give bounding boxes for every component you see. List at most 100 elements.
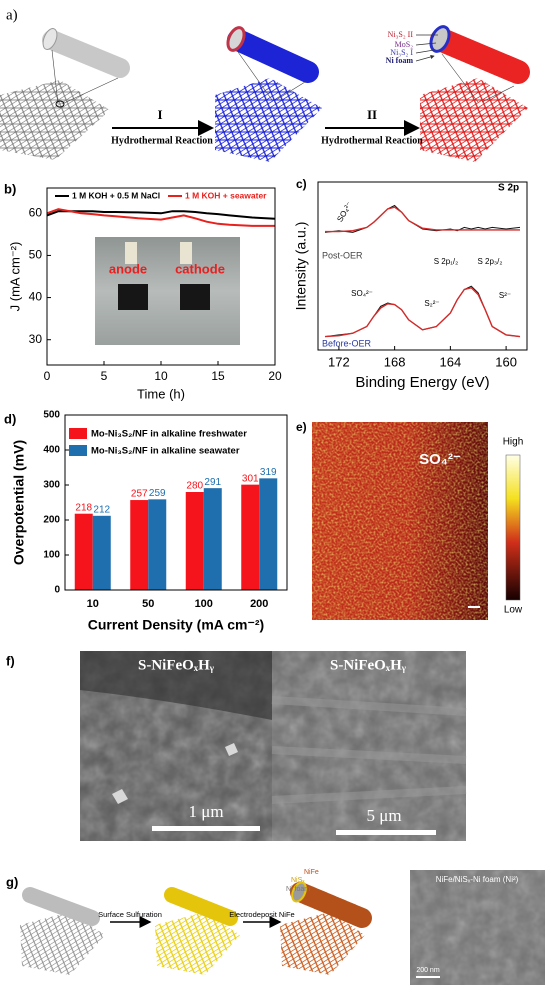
foam-mesh [20,912,105,975]
x-tick-label: 160 [495,354,517,369]
peak-label: S²⁻ [499,291,511,300]
zoom-line [441,53,515,103]
layer-label: Ni₃S₂ I [390,48,413,57]
rod [22,887,100,926]
peak-label: S₂²⁻ [424,299,439,308]
x-tick-label: 15 [211,369,225,383]
scale-label: 200 nm [416,967,440,974]
legend-swatch [69,428,87,439]
x-tick-label: 10 [87,598,99,610]
step-text: Electrodeposit NiFe [229,910,294,919]
layer-label: MoS₂ [395,40,414,49]
step-text: Hydrothermal Reaction [111,135,213,146]
panel-label: b) [4,181,16,196]
plot-frame [317,181,528,351]
electrode [180,284,210,310]
panel-label: f) [6,653,15,668]
value-label: 257 [131,489,148,500]
sem-shade [80,651,272,720]
sem-texture [272,651,466,841]
sem-texture [410,870,545,985]
y-tick-label: 50 [29,248,43,262]
rod-end [226,26,246,52]
rod [227,29,319,83]
y-tick-label: 500 [43,410,60,421]
peak-label: S 2p₃/₂ [477,257,502,266]
y-tick-label: 100 [43,550,60,561]
colorbar [505,454,521,601]
inset-photo [95,237,240,345]
spectrum-label: Post-OER [322,250,363,260]
value-label: 291 [204,477,221,488]
rod-end [429,25,451,53]
map-label: SO₄²⁻ [419,451,461,468]
rod-end [42,28,58,50]
panel-label: a) [6,7,18,23]
x-axis-label: Current Density (mA cm⁻²) [88,617,264,633]
plot-frame [46,187,276,366]
clip [180,242,192,264]
panel-label: e) [296,420,307,434]
panel-label: d) [4,411,16,426]
step-numeral: I [157,107,162,122]
rod [42,30,130,78]
y-tick-label: 40 [29,290,43,304]
foam-mesh [0,80,110,160]
data-line [46,210,276,220]
plot-frame [64,414,288,591]
data-line [46,208,275,227]
bar [259,478,278,590]
x-tick-label: 172 [328,354,350,369]
y-tick-label: 200 [43,515,60,526]
bar [148,499,167,590]
panel-label: c) [296,177,307,191]
spectrum-fit [325,206,520,233]
zoom-line [51,49,119,105]
bar [92,515,111,590]
panel-label: g) [6,874,18,889]
rod-end [291,881,307,903]
value-label: 319 [260,467,277,478]
bar [185,492,204,590]
legend-swatch [69,445,87,456]
y-tick-label: 30 [29,332,43,346]
scale-label: 5 μm [366,806,401,825]
rod [430,28,530,84]
rod [164,887,238,926]
bar [130,500,149,590]
x-tick-label: 164 [440,354,462,369]
legend-label: Mo-Ni₃S₂/NF in alkaline seawater [91,446,240,457]
y-tick-label: 0 [54,585,60,596]
zoom-mark [55,100,65,108]
bar [74,513,93,590]
electrode [118,284,148,310]
y-axis-label: Overpotential (mV) [11,440,27,565]
x-tick-label: 10 [154,369,168,383]
layer-label: NiSₓ [291,877,305,884]
sem-fiber [271,696,467,804]
value-label: 280 [186,481,203,492]
rod [290,882,372,928]
value-label: 212 [93,504,110,515]
x-tick-label: 168 [384,354,406,369]
x-axis-label: Time (h) [137,386,185,401]
x-tick-label: 200 [250,598,268,610]
panel-a-art [0,25,530,162]
panel-g-art [20,870,545,985]
x-tick-label: 5 [101,369,108,383]
bar [241,484,260,590]
spectrum-fit [324,287,521,338]
y-axis-label: J (mA cm⁻²) [7,242,22,312]
photo-bg [95,237,240,345]
peak-label: SO₄²⁻ [351,289,373,298]
y-tick-label: 300 [43,480,60,491]
x-tick-label: 50 [142,598,154,610]
y-axis-label: Intensity (a.u.) [293,222,309,311]
layer-label: Ni foam [286,886,310,893]
layer-label: Ni₃S₂ II [388,30,414,39]
step-text: Surface Sulfuration [98,910,162,919]
value-label: 218 [75,502,92,513]
inset-label: anode [109,261,147,276]
peak-label: SO₄²⁻ [335,200,354,223]
legend-label: Mo-Ni₃S₂/NF in alkaline freshwater [91,429,247,440]
